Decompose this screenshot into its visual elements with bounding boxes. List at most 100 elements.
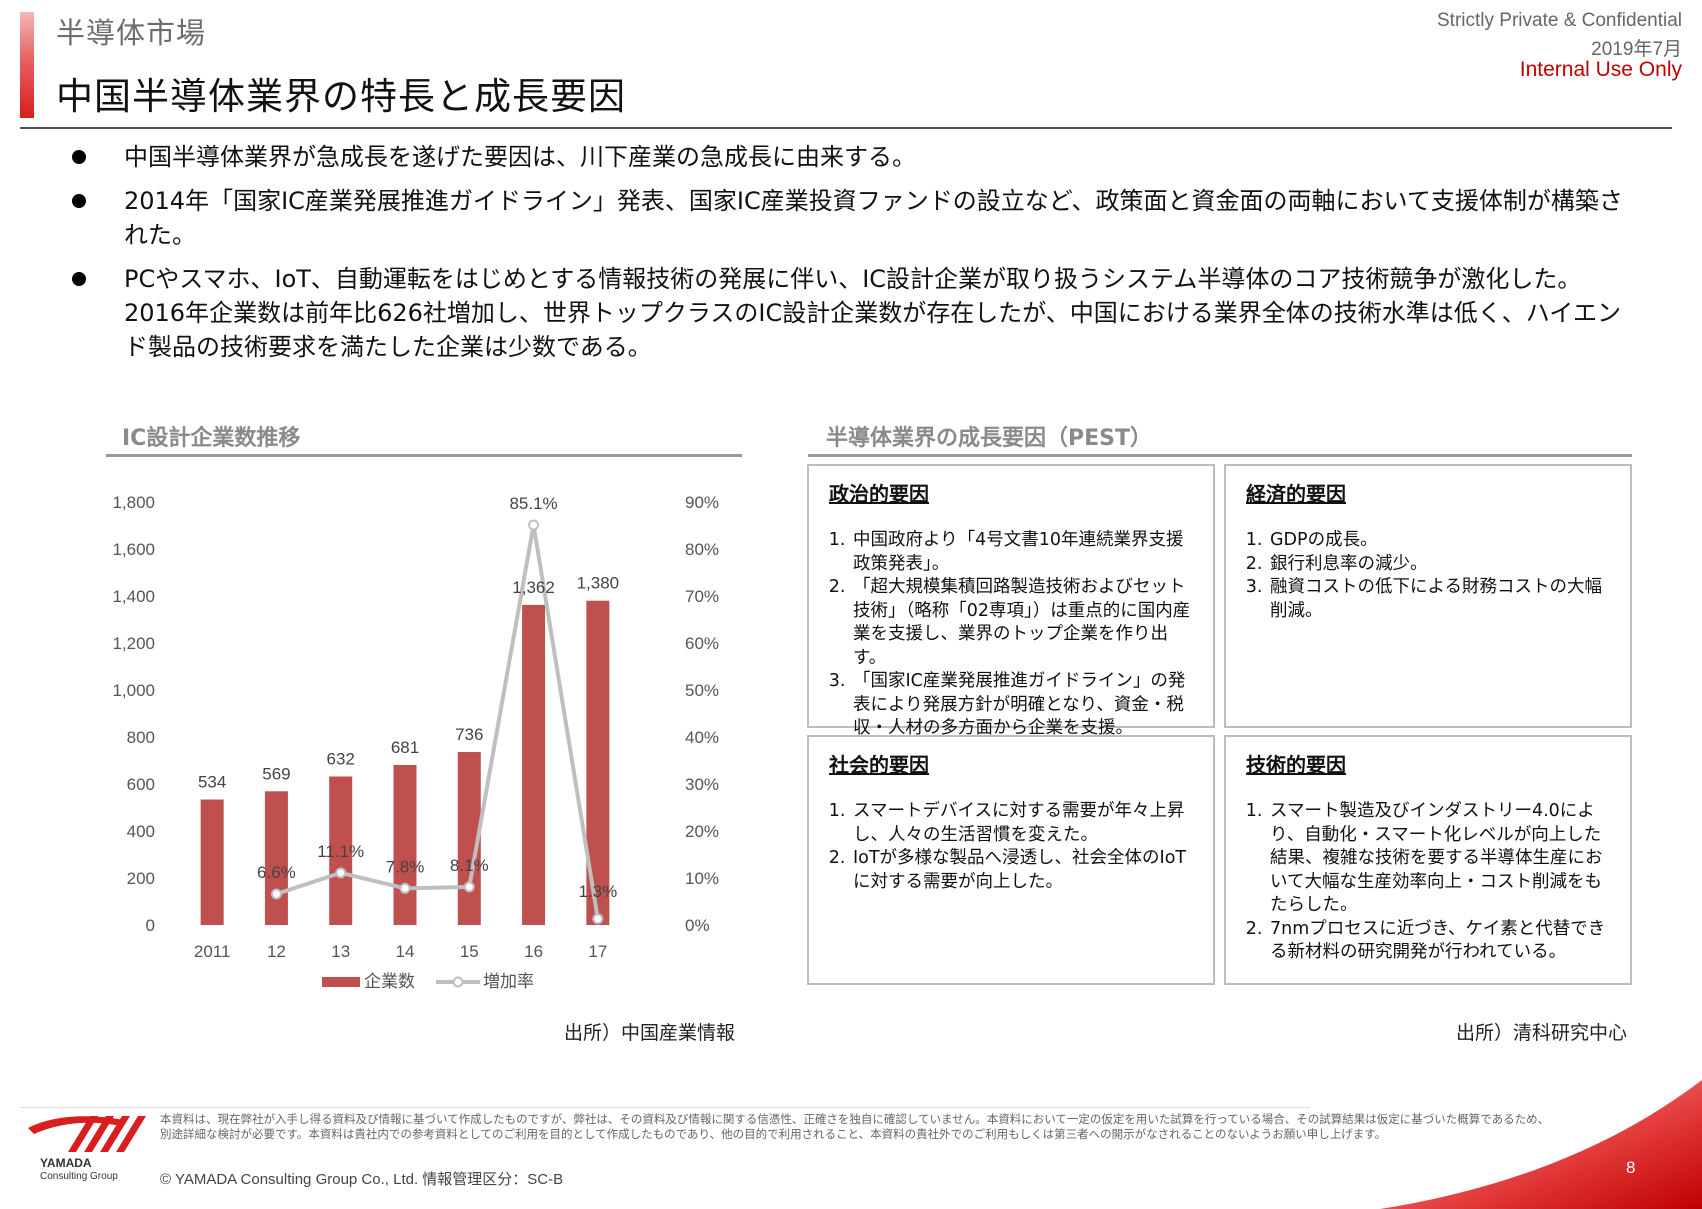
bullet-item: 中国半導体業界が急成長を遂げた要因は、川下産業の急成長に由来する。 xyxy=(66,140,1626,174)
y-tick-right: 80% xyxy=(685,540,719,559)
x-tick-label: 2011 xyxy=(194,942,231,961)
growth-rate-point xyxy=(399,882,411,894)
list-item: スマート製造及びインダストリー4.0により、自動化・スマート化レベルが向上した結… xyxy=(1268,800,1612,918)
bullet-text: 2014年「国家IC産業発展推進ガイドライン」発表、国家IC産業投資ファンドの設… xyxy=(124,187,1623,249)
pest-source: 出所）清科研究中心 xyxy=(1456,1022,1628,1044)
bar xyxy=(264,791,288,925)
y-tick-right: 30% xyxy=(685,775,719,794)
growth-rate-label: 8.1% xyxy=(450,856,489,875)
list-item: GDPの成長。 xyxy=(1268,529,1612,553)
bar xyxy=(329,776,353,925)
legend-line-label: 増加率 xyxy=(483,972,534,992)
y-tick-left: 0 xyxy=(146,916,155,935)
list-item: 7nmプロセスに近づき、ケイ素と代替できる新材料の研究開発が行われている。 xyxy=(1268,918,1612,965)
x-tick-label: 17 xyxy=(588,942,607,961)
bar xyxy=(586,600,610,925)
y-tick-right: 40% xyxy=(685,728,719,747)
y-tick-left: 400 xyxy=(127,822,155,841)
growth-rate-label: 7.8% xyxy=(386,857,425,876)
page-number: 8 xyxy=(1626,1158,1636,1177)
x-tick-label: 16 xyxy=(524,942,543,961)
pest-list-political: 中国政府より「4号文書10年連続業界支援政策発表」。 「超大規模集積回路製造技術… xyxy=(827,529,1195,741)
list-item: IoTが多様な製品へ浸透し、社会全体のIoTに対する需要が向上した。 xyxy=(851,847,1195,894)
copyright-text: © YAMADA Consulting Group Co., Ltd. 情報管理… xyxy=(160,1171,564,1188)
x-tick-label: 12 xyxy=(267,942,286,961)
bar-value-label: 1,362 xyxy=(512,578,555,597)
bar-value-label: 569 xyxy=(262,764,290,783)
bar xyxy=(200,799,224,925)
growth-rate-line xyxy=(275,524,600,920)
growth-rate-point xyxy=(335,867,347,879)
y-tick-right: 50% xyxy=(685,681,719,700)
x-tick-label: 14 xyxy=(396,942,415,961)
summary-bullets: 中国半導体業界が急成長を遂げた要因は、川下産業の急成長に由来する。 2014年「… xyxy=(66,140,1626,374)
bullet-dot-icon xyxy=(72,150,86,164)
y-tick-right: 0% xyxy=(685,916,710,935)
bullet-dot-icon xyxy=(72,272,86,286)
pest-heading-technological: 技術的要因 xyxy=(1246,753,1346,777)
bullet-text: 中国半導体業界が急成長を遂げた要因は、川下産業の急成長に由来する。 xyxy=(124,143,916,171)
growth-rate-label: 85.1% xyxy=(509,494,557,513)
section-title: 半導体市場 xyxy=(56,16,207,50)
growth-rate-label: 1.3% xyxy=(578,882,617,901)
page-title: 中国半導体業界の特長と成長要因 xyxy=(56,75,626,118)
pest-title: 半導体業界の成長要因（PEST） xyxy=(826,426,1153,451)
y-tick-left: 600 xyxy=(127,775,155,794)
yamada-logo-icon xyxy=(28,1116,146,1152)
pest-list-economic: GDPの成長。 銀行利息率の減少。 融資コストの低下による財務コストの大幅削減。 xyxy=(1244,529,1612,623)
bar xyxy=(457,752,481,925)
footer-divider xyxy=(20,1107,1310,1108)
list-item: 融資コストの低下による財務コストの大幅削減。 xyxy=(1268,576,1612,623)
x-tick-label: 13 xyxy=(331,942,350,961)
list-item: 中国政府より「4号文書10年連続業界支援政策発表」。 xyxy=(851,529,1195,576)
list-item: 銀行利息率の減少。 xyxy=(1268,553,1612,577)
growth-rate-label: 6.6% xyxy=(257,863,296,882)
list-item: 「国家IC産業発展推進ガイドライン」の発表により発展方針が明確となり、資金・税収… xyxy=(851,670,1195,741)
bullet-text: PCやスマホ、IoT、自動運転をはじめとする情報技術の発展に伴い、IC設計企業が… xyxy=(124,265,1622,361)
bar xyxy=(522,604,546,925)
y-tick-right: 10% xyxy=(685,869,719,888)
logo-name: YAMADA xyxy=(40,1156,92,1170)
y-tick-left: 1,000 xyxy=(112,681,155,700)
y-tick-left: 1,200 xyxy=(112,634,155,653)
ic-design-company-chart: 0 200 400 600 800 1,000 1,200 1,400 1,600 1,800 0%… xyxy=(112,493,719,992)
pest-list-social: スマートデバイスに対する需要が年々上昇し、人々の生活習慣を変えた。 IoTが多様… xyxy=(827,800,1195,894)
bar-value-label: 632 xyxy=(327,749,355,768)
legend-bar-swatch xyxy=(322,977,360,987)
growth-rate-point xyxy=(528,519,540,531)
y-tick-left: 800 xyxy=(127,728,155,747)
confidential-label: Strictly Private & Confidential xyxy=(1437,10,1682,31)
growth-rate-point xyxy=(270,888,282,900)
y-tick-left: 200 xyxy=(127,869,155,888)
pest-box-economic: 経済的要因 GDPの成長。 銀行利息率の減少。 融資コストの低下による財務コスト… xyxy=(1224,464,1632,728)
pest-heading-economic: 経済的要因 xyxy=(1246,482,1346,506)
legend-bar-label: 企業数 xyxy=(364,972,415,992)
growth-rate-label: 11.1% xyxy=(317,842,364,861)
x-tick-label: 15 xyxy=(460,942,479,961)
disclaimer-text: 本資料は、現在弊社が入手し得る資料及び情報に基づいて作成したものですが、弊社は、… xyxy=(160,1112,1550,1141)
bar-value-label: 534 xyxy=(198,773,226,792)
list-item: スマートデバイスに対する需要が年々上昇し、人々の生活習慣を変えた。 xyxy=(851,800,1195,847)
pest-heading-social: 社会的要因 xyxy=(829,753,929,777)
bar xyxy=(393,764,417,925)
legend-line-marker xyxy=(452,976,464,988)
bar-value-label: 1,380 xyxy=(577,574,620,593)
growth-rate-point xyxy=(592,913,604,925)
growth-rate-point xyxy=(463,881,475,893)
corner-decoration xyxy=(1380,1080,1702,1209)
bullet-item: 2014年「国家IC産業発展推進ガイドライン」発表、国家IC産業投資ファンドの設… xyxy=(66,184,1626,252)
pest-box-political: 政治的要因 中国政府より「4号文書10年連続業界支援政策発表」。 「超大規模集積… xyxy=(807,464,1215,738)
y-tick-right: 20% xyxy=(685,822,719,841)
bar-value-label: 736 xyxy=(455,725,483,744)
bullet-dot-icon xyxy=(72,194,86,208)
pest-box-technological: 技術的要因 スマート製造及びインダストリー4.0により、自動化・スマート化レベル… xyxy=(1224,735,1632,985)
chart-source: 出所）中国産業情報 xyxy=(564,1022,736,1044)
y-tick-left: 1,600 xyxy=(112,540,155,559)
date-label: 2019年7月 xyxy=(1591,39,1682,60)
list-item: 「超大規模集積回路製造技術およびセット技術」（略称「02専項」）は重点的に国内産… xyxy=(851,576,1195,670)
title-divider xyxy=(20,127,1672,129)
y-tick-right: 90% xyxy=(685,493,719,512)
y-tick-left: 1,800 xyxy=(112,493,155,512)
pest-title-rule xyxy=(808,454,1632,457)
pest-box-social: 社会的要因 スマートデバイスに対する需要が年々上昇し、人々の生活習慣を変えた。 … xyxy=(807,735,1215,985)
